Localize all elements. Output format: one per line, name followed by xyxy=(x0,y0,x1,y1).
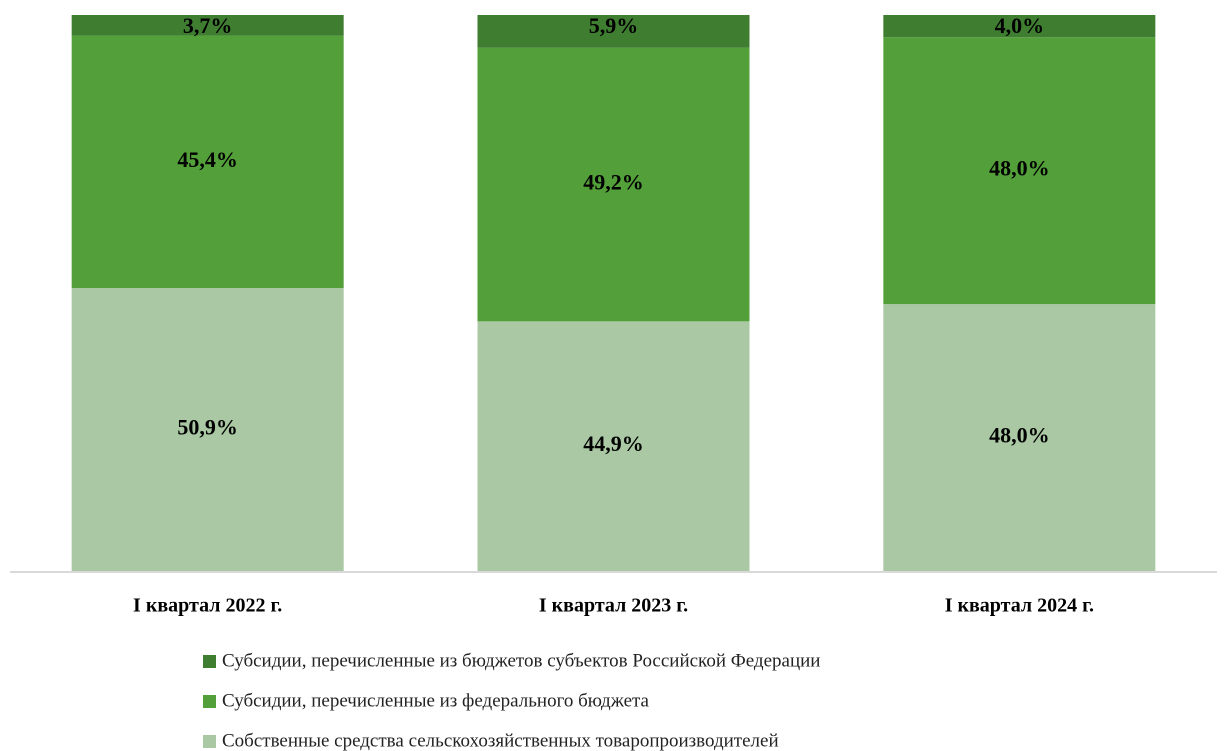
bar-segment xyxy=(883,304,1156,571)
data-label: 49,2% xyxy=(583,170,644,195)
data-label: 50,9% xyxy=(177,415,238,440)
data-label: 48,0% xyxy=(989,156,1050,181)
data-label: 45,4% xyxy=(177,147,238,172)
bar-segment xyxy=(477,15,750,48)
data-label: 44,9% xyxy=(583,431,644,456)
bar-segment xyxy=(71,35,344,288)
bar-segment xyxy=(883,37,1156,305)
data-label: 3,7% xyxy=(183,13,233,38)
legend-label: Субсидии, перечисленные из федерального … xyxy=(222,690,650,711)
bar-segment xyxy=(71,15,344,36)
x-tick-label: I квартал 2024 г. xyxy=(945,595,1094,617)
legend-label: Собственные средства сельскохозяйственны… xyxy=(222,730,779,751)
legend-swatch xyxy=(203,655,216,668)
legend-label: Субсидии, перечисленные из бюджетов субъ… xyxy=(222,650,820,671)
bar-segment xyxy=(477,321,750,571)
x-tick-label: I квартал 2023 г. xyxy=(539,595,688,617)
data-label: 5,9% xyxy=(589,13,639,38)
legend-swatch xyxy=(203,735,216,748)
bar-segment xyxy=(883,15,1156,38)
bar-segment xyxy=(477,47,750,322)
x-tick-label: I квартал 2022 г. xyxy=(133,595,282,617)
legend-swatch xyxy=(203,695,216,708)
data-label: 48,0% xyxy=(989,423,1050,448)
data-label: 4,0% xyxy=(995,13,1045,38)
bar-segment xyxy=(71,287,344,571)
